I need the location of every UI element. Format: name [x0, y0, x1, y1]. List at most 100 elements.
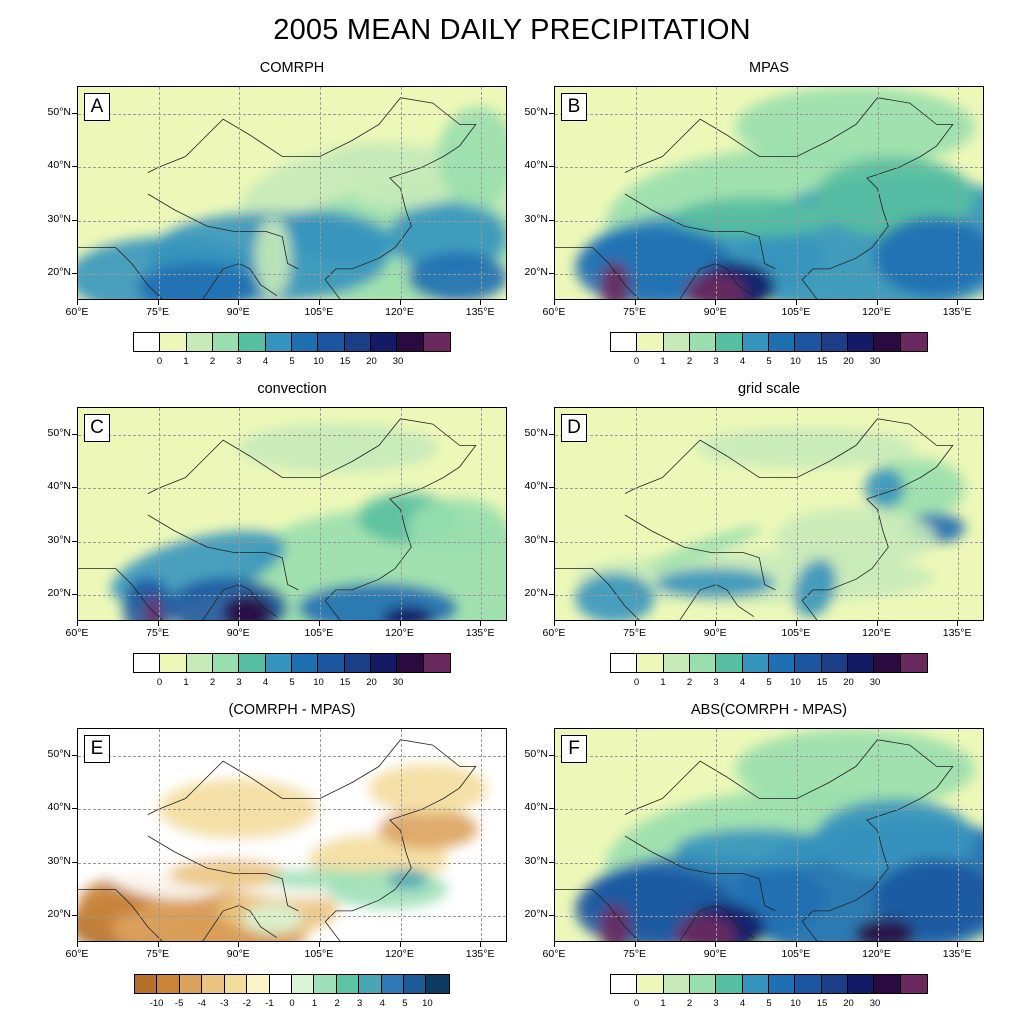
longitude-tick — [634, 942, 636, 947]
colorbar-label: 15 — [339, 356, 351, 367]
latitude-gridline — [78, 541, 506, 543]
longitude-gridline — [400, 408, 402, 620]
colorbar-label: 5 — [402, 998, 408, 1009]
panel-title: (COMRPH - MPAS) — [228, 702, 356, 718]
latitude-tick — [72, 915, 77, 917]
longitude-label: 135°E — [465, 948, 495, 960]
precipitation-field — [555, 729, 983, 941]
colorbar-swatch — [202, 975, 225, 993]
longitude-label: 60°E — [65, 948, 89, 960]
longitude-label: 135°E — [942, 948, 972, 960]
colorbar — [610, 332, 928, 352]
longitude-tick — [238, 621, 240, 626]
colorbar-label: 5 — [289, 677, 295, 688]
longitude-label: 60°E — [542, 627, 566, 639]
longitude-label: 90°E — [226, 948, 250, 960]
latitude-label: 30°N — [524, 212, 548, 225]
latitude-gridline — [555, 167, 983, 169]
longitude-tick — [715, 621, 717, 626]
colorbar-swatch — [269, 975, 292, 993]
colorbar-swatch — [314, 975, 337, 993]
longitude-gridline — [319, 408, 321, 620]
colorbar-swatch — [318, 654, 345, 672]
colorbar-label: 30 — [869, 998, 881, 1009]
precip-region — [328, 142, 428, 172]
latitude-tick — [72, 487, 77, 489]
colorbar-label: 2 — [209, 356, 216, 367]
longitude-tick — [480, 300, 482, 305]
precip-region — [138, 262, 258, 299]
longitude-tick — [480, 621, 482, 626]
precip-region — [675, 197, 835, 237]
latitude-label: 30°N — [524, 533, 548, 546]
panel-letter: A — [84, 93, 110, 121]
colorbar-swatch — [265, 654, 292, 672]
colorbar-swatch — [426, 975, 449, 993]
longitude-label: 105°E — [304, 948, 334, 960]
colorbar-label: 20 — [843, 677, 854, 688]
longitude-gridline — [796, 87, 798, 299]
longitude-tick — [77, 621, 78, 626]
longitude-gridline — [481, 87, 483, 299]
map-panel-c: convection C 50°N 40°N 30°N 20°N 60°E 75°E 90°E 1… — [48, 381, 507, 688]
colorbar-label: 10 — [790, 356, 801, 367]
latitude-label: 50°N — [524, 426, 548, 439]
longitude-tick — [554, 300, 555, 305]
map-area: D — [554, 407, 984, 621]
precip-region — [368, 764, 488, 814]
latitude-label: 50°N — [524, 105, 548, 118]
coastline — [555, 247, 640, 299]
colorbar-swatch — [689, 975, 717, 993]
panel-letter: C — [84, 414, 110, 442]
latitude-tick — [549, 808, 554, 810]
latitude-label: 40°N — [524, 480, 548, 493]
colorbar-label: 4 — [262, 356, 269, 367]
longitude-tick — [318, 942, 320, 947]
latitude-label: 20°N — [47, 908, 71, 921]
colorbar-swatch — [318, 333, 345, 351]
latitude-label: 20°N — [47, 266, 71, 279]
longitude-label: 105°E — [304, 306, 334, 318]
country-border — [147, 418, 477, 494]
longitude-label: 75°E — [146, 627, 170, 639]
latitude-tick — [549, 166, 554, 168]
longitude-label: 105°E — [781, 627, 811, 639]
panel-letter: F — [561, 735, 587, 763]
country-border — [147, 193, 299, 270]
country-border — [624, 193, 776, 270]
latitude-gridline — [78, 220, 506, 222]
panel-letter: B — [561, 93, 587, 121]
colorbar-swatch — [663, 333, 690, 351]
map-panel-d: grid scale D 50°N 40°N 30°N 20°N 60°E 75°E 90°E 1… — [525, 381, 984, 688]
colorbar-swatch — [795, 654, 822, 672]
colorbar-swatch — [742, 333, 769, 351]
colorbar-swatch — [265, 333, 292, 351]
latitude-label: 30°N — [47, 854, 71, 867]
longitude-tick — [876, 942, 878, 947]
coastline — [801, 798, 921, 941]
longitude-label: 60°E — [542, 306, 566, 318]
colorbar-swatch — [423, 333, 450, 351]
colorbar-swatch — [135, 975, 158, 993]
latitude-gridline — [555, 916, 983, 918]
colorbar-swatch — [768, 654, 796, 672]
map-panel-a: COMRPH A 50°N 40°N 30°N 20°N 60°E 75°E 90°E 105°E… — [48, 60, 507, 367]
country-border — [624, 739, 954, 815]
colorbar-label: 4 — [379, 998, 385, 1009]
longitude-tick — [238, 942, 240, 947]
precip-region — [145, 595, 161, 620]
latitude-gridline — [78, 113, 506, 115]
longitude-tick — [77, 942, 78, 947]
longitude-gridline — [158, 729, 160, 941]
latitude-label: 50°N — [47, 747, 71, 760]
country-border — [147, 97, 477, 173]
colorbar-label: 5 — [766, 677, 772, 688]
latitude-gridline — [78, 809, 506, 811]
colorbar-swatch — [186, 333, 213, 351]
colorbar-label: -2 — [242, 998, 252, 1009]
colorbar-swatch — [370, 654, 398, 672]
map-area: F — [554, 728, 984, 942]
latitude-gridline — [555, 113, 983, 115]
colorbar-swatch — [344, 654, 371, 672]
colorbar-label: 1 — [183, 677, 189, 688]
